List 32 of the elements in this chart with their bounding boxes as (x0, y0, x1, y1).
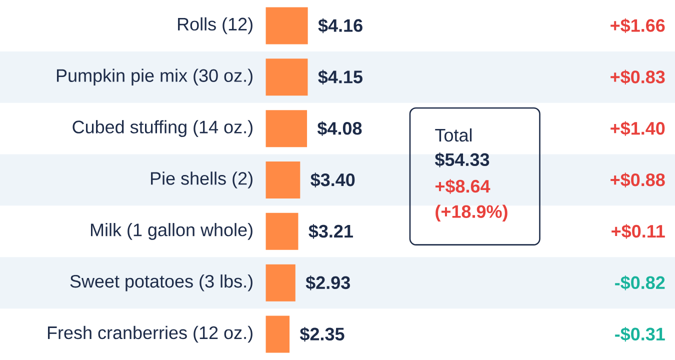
y-tick-label: Milk (1 gallon whole) (90, 223, 252, 240)
y-tick-label: Cubed stuffing (14 oz.) (72, 120, 252, 137)
text: -$0.82 (615, 276, 665, 290)
text: (+18.9%) (436, 204, 508, 222)
y-tick-label: Pie shells (2) (151, 172, 252, 188)
bar (266, 162, 300, 199)
text: +$1.40 (610, 121, 665, 136)
data-label: $2.35 (300, 326, 344, 342)
bar (266, 7, 308, 44)
bar (266, 58, 308, 96)
data-label: $4.15 (318, 70, 362, 84)
text: Total (435, 128, 472, 142)
bar (266, 110, 308, 148)
text: +$8.64 (435, 179, 490, 194)
data-label: $3.21 (308, 224, 353, 239)
bar (266, 212, 298, 250)
data-label: $3.40 (310, 172, 355, 188)
text: +$0.88 (610, 172, 665, 188)
text: +$0.11 (612, 224, 665, 239)
text: +$1.66 (610, 18, 665, 34)
data-label: $4.08 (317, 121, 362, 136)
y-tick-label: Rolls (12) (178, 17, 252, 34)
y-tick-label: Fresh cranberries (12 oz.) (48, 326, 252, 343)
text: +$0.83 (610, 70, 665, 84)
y-tick-label: Pumpkin pie mix (30 oz.) (56, 68, 252, 86)
data-label: $2.93 (306, 276, 350, 290)
text: -$0.31 (615, 326, 665, 342)
y-tick-label: Sweet potatoes (3 lbs.) (70, 274, 252, 292)
text: $54.33 (434, 152, 490, 168)
bar (266, 264, 296, 302)
data-label: $4.16 (318, 18, 362, 34)
bar (266, 316, 290, 353)
